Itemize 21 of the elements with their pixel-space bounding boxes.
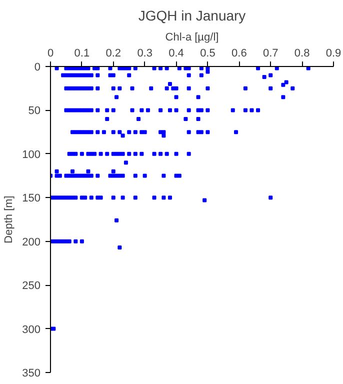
x-tick-label: 0.2 [106,48,122,60]
x-tick-label: 0.8 [294,48,310,60]
y-axis-title: Depth [m] [3,196,16,244]
y-tick-label: 200 [22,236,41,248]
x-tick-label: 0.3 [137,48,152,60]
chart-title: JGQH in January [138,8,246,24]
y-tick-label: 100 [22,148,41,161]
y-tick-label: 0 [34,62,41,74]
y-tick-label: 250 [22,280,41,292]
y-tick-label: 350 [22,368,41,380]
y-tick-label: 150 [22,192,41,205]
x-tick-label: 0.1 [74,48,90,60]
x-tick-label: 0 [47,48,54,60]
x-axis-title: Chl-a [µg/l] [165,32,219,44]
x-tick-label: 0.5 [200,48,216,60]
x-tick-label: 0.9 [326,48,342,60]
y-tick-label: 50 [28,105,41,118]
x-tick-label: 0.6 [232,48,247,60]
y-tick-label: 300 [22,324,41,336]
x-tick-label: 0.7 [262,48,278,60]
x-tick-label: 0.4 [168,48,184,60]
